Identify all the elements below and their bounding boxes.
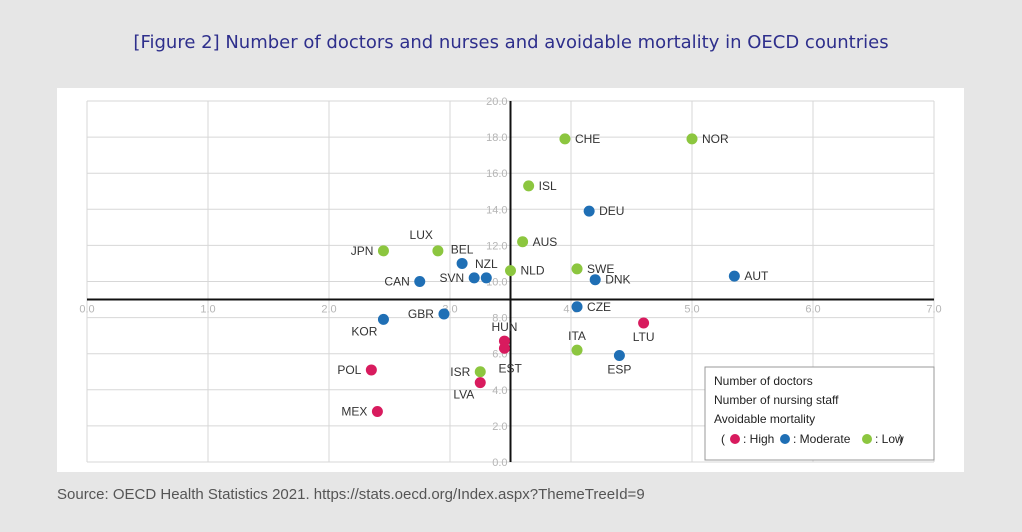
point-label-lva: LVA xyxy=(453,388,474,402)
point-label-hun: HUN xyxy=(491,320,517,334)
data-point-jpn xyxy=(377,245,389,257)
data-point-kor xyxy=(377,313,389,325)
point-label-nzl: NZL xyxy=(475,257,498,271)
data-point-isr xyxy=(474,366,486,378)
data-point-svn xyxy=(468,272,480,284)
point-label-lux: LUX xyxy=(410,228,433,242)
data-point-aut xyxy=(728,270,740,282)
point-label-jpn: JPN xyxy=(351,244,374,258)
point-label-ita: ITA xyxy=(568,329,586,343)
point-label-gbr: GBR xyxy=(408,307,434,321)
point-label-mex: MEX xyxy=(341,404,367,418)
point-label-kor: KOR xyxy=(351,324,377,338)
data-point-swe xyxy=(571,263,583,275)
data-point-nzl xyxy=(480,272,492,284)
legend-swatch-high xyxy=(730,434,740,444)
data-point-can xyxy=(414,276,426,287)
chart-panel: 0.0 1.0 2.0 3.0 4.0 5.0 6.0 7.0 0.0 2.0 4.0 6.0 8.0 1… xyxy=(57,88,964,472)
data-point-cze xyxy=(571,301,583,313)
data-point-ita xyxy=(571,344,583,356)
point-label-swe: SWE xyxy=(587,262,614,276)
legend-line: Number of doctors xyxy=(714,374,813,388)
point-label-nld: NLD xyxy=(521,264,545,278)
data-point-lva xyxy=(474,377,486,389)
data-point-pol xyxy=(365,364,377,376)
data-point-dnk xyxy=(589,274,601,286)
legend-open-paren: ( xyxy=(721,432,725,446)
data-point-mex xyxy=(371,405,383,417)
point-label-bel: BEL xyxy=(451,242,474,256)
y-tick-label: 16.0 xyxy=(486,168,507,180)
x-tick-label: 7.0 xyxy=(926,304,941,316)
x-tick-label: 2.0 xyxy=(321,304,336,316)
point-label-can: CAN xyxy=(384,275,409,289)
point-label-est: EST xyxy=(498,361,522,375)
legend-label-moderate: : Moderate xyxy=(793,432,851,446)
legend-swatch-low xyxy=(862,434,872,444)
data-point-ltu xyxy=(638,317,650,329)
point-label-isr: ISR xyxy=(450,365,470,379)
data-point-esp xyxy=(613,350,625,362)
point-label-isl: ISL xyxy=(539,179,557,193)
x-tick-label: 1.0 xyxy=(200,304,215,316)
y-tick-label: 12.0 xyxy=(486,240,507,252)
legend-close-paren: ) xyxy=(899,432,903,446)
data-point-bel xyxy=(456,257,468,269)
point-label-nor: NOR xyxy=(702,132,729,146)
data-point-lux xyxy=(432,245,444,257)
y-tick-label: 20.0 xyxy=(486,96,507,108)
data-point-nld xyxy=(505,265,516,277)
data-point-che xyxy=(559,133,571,145)
legend-line: Avoidable mortality xyxy=(714,412,815,426)
legend-line: Number of nursing staff xyxy=(714,393,839,407)
chart-title: [Figure 2] Number of doctors and nurses … xyxy=(133,32,889,53)
point-label-deu: DEU xyxy=(599,204,624,218)
point-label-ltu: LTU xyxy=(633,330,655,344)
point-label-aus: AUS xyxy=(533,235,558,249)
data-point-nor xyxy=(686,133,698,145)
data-point-deu xyxy=(583,205,595,217)
point-label-che: CHE xyxy=(575,132,600,146)
point-label-svn: SVN xyxy=(440,271,465,285)
scatter-chart: 0.0 1.0 2.0 3.0 4.0 5.0 6.0 7.00.02.04.06.08.01… xyxy=(79,96,941,469)
y-tick-label: 4.0 xyxy=(492,385,507,397)
data-point-est xyxy=(498,342,510,354)
source-note: Source: OECD Health Statistics 2021. htt… xyxy=(57,486,645,503)
legend-box xyxy=(704,366,935,461)
y-tick-label: 14.0 xyxy=(486,204,507,216)
point-label-cze: CZE xyxy=(587,300,611,314)
y-tick-label: 2.0 xyxy=(492,421,507,433)
point-label-dnk: DNK xyxy=(605,273,630,287)
legend-label-high: : High xyxy=(743,432,774,446)
data-point-aus xyxy=(517,236,529,248)
point-label-esp: ESP xyxy=(607,363,631,377)
data-point-isl xyxy=(523,180,535,192)
x-tick-label: 5.0 xyxy=(684,304,699,316)
point-label-aut: AUT xyxy=(744,269,769,283)
y-tick-label: 0.0 xyxy=(492,457,507,469)
y-tick-label: 8.0 xyxy=(492,313,507,325)
x-tick-label: 0.0 xyxy=(79,304,94,316)
data-point-gbr xyxy=(438,308,450,320)
legend-label-low: : Low xyxy=(875,432,904,446)
point-label-pol: POL xyxy=(337,363,361,377)
legend-swatch-moderate xyxy=(780,434,790,444)
y-tick-label: 18.0 xyxy=(486,132,507,144)
x-tick-label: 6.0 xyxy=(805,304,820,316)
